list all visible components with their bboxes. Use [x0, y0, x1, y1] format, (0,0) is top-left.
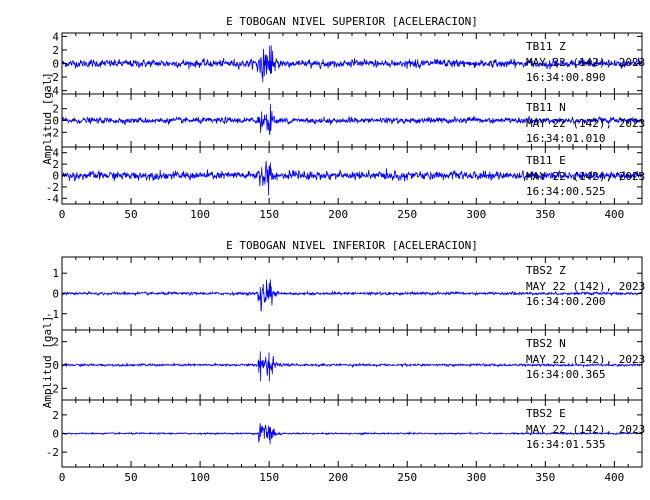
y-tick-label: 2 — [52, 409, 59, 422]
date-label: MAY 22 (142), 2023 — [526, 170, 645, 183]
x-tick-label: 50 — [124, 471, 137, 484]
x-tick-label: 150 — [259, 471, 279, 484]
y-tick-label: -2 — [46, 126, 59, 139]
station-label: TBS2 Z — [526, 264, 566, 277]
waveform-trace — [61, 160, 643, 196]
station-label: TB11 E — [526, 154, 566, 167]
x-tick-label: 250 — [397, 471, 417, 484]
x-tick-label: 400 — [604, 471, 624, 484]
x-tick-label: 100 — [190, 471, 210, 484]
y-tick-label: -2 — [46, 71, 59, 84]
station-label: TBS2 E — [526, 407, 566, 420]
x-tick-label: 400 — [604, 208, 624, 221]
waveform-trace — [61, 279, 643, 312]
y-tick-label: 4 — [52, 30, 59, 43]
x-tick-label: 350 — [535, 208, 555, 221]
station-label: TB11 Z — [526, 40, 566, 53]
y-tick-label: 0 — [52, 170, 59, 183]
panel-tb11-z: 420-2-4 TB11 Z MAY 22 (142), 2023 16:34:00.… — [46, 30, 645, 97]
time-label: 16:34:00.365 — [526, 368, 605, 381]
station-label: TB11 N — [526, 101, 566, 114]
waveform-trace — [61, 45, 643, 83]
time-label: 16:34:00.200 — [526, 295, 605, 308]
x-tick-label: 0 — [59, 471, 66, 484]
x-tick-label: 0 — [59, 208, 66, 221]
panel-tbs2-n: 2 0 -2 TBS2 N MAY 22 (142), 2023 16:34:00.365 — [46, 329, 645, 401]
y-tick-label: -4 — [46, 85, 60, 98]
waveform-trace — [61, 423, 643, 445]
date-label: MAY 22 (142), 2023 — [526, 280, 645, 293]
date-label: MAY 22 (142), 2023 — [526, 117, 645, 130]
chart-title: E TOBOGAN NIVEL INFERIOR [ACELERACION] — [226, 239, 478, 252]
y-tick-label: 2 — [52, 44, 59, 57]
waveform-trace — [61, 103, 643, 135]
y-tick-label: -2 — [46, 181, 59, 194]
time-label: 16:34:01.535 — [526, 438, 605, 451]
y-tick-label: 1 — [52, 267, 59, 280]
waveform-trace — [61, 351, 643, 382]
x-tick-label: 200 — [328, 471, 348, 484]
y-tick-label: -4 — [46, 192, 60, 205]
panel-tb11-e: 420-2-4 TB11 E MAY 22 (142), 2023 16:34:00.… — [46, 146, 645, 205]
y-tick-label: 0 — [52, 288, 59, 301]
y-tick-label: -2 — [46, 446, 59, 459]
x-tick-label: 150 — [259, 208, 279, 221]
x-tick-label: 250 — [397, 208, 417, 221]
panel-tbs2-z: 1 0 -1 TBS2 Z MAY 22 (142), 2023 16:34:00.200 — [46, 256, 645, 331]
chart-group-2: E TOBOGAN NIVEL INFERIOR [ACELERACION] Am… — [41, 239, 645, 484]
y-tick-label: 0 — [52, 359, 59, 372]
y-tick-label: 0 — [52, 115, 59, 128]
y-axis-label: Amplitud [gal] — [41, 316, 54, 409]
x-tick-label: 300 — [466, 471, 486, 484]
x-tick-label: 350 — [535, 471, 555, 484]
panel-tb11-n: 20-2 TB11 N MAY 22 (142), 2023 16:34:01.010 — [46, 93, 645, 148]
x-tick-label: 300 — [466, 208, 486, 221]
date-label: MAY 22 (142), 2023 — [526, 423, 645, 436]
date-label: MAY 22 (142), 2023 — [526, 353, 645, 366]
date-label: MAY 22 (142), 2023 — [526, 56, 645, 69]
chart-group-1: E TOBOGAN NIVEL SUPERIOR [ACELERACION] Am… — [41, 15, 645, 221]
chart-title: E TOBOGAN NIVEL SUPERIOR [ACELERACION] — [226, 15, 478, 28]
time-label: 16:34:01.010 — [526, 132, 605, 145]
y-tick-label: -1 — [46, 308, 59, 321]
time-label: 16:34:00.525 — [526, 185, 605, 198]
y-tick-label: 2 — [52, 103, 59, 116]
x-tick-label: 200 — [328, 208, 348, 221]
y-tick-label: -2 — [46, 382, 59, 395]
y-axis-label: Amplitud [gal] — [41, 72, 54, 165]
x-tick-label: 100 — [190, 208, 210, 221]
y-tick-label: 2 — [52, 336, 59, 349]
panel-tbs2-e: 2 0 -2 TBS2 E MAY 22 (142), 2023 16:34:01.535 — [46, 399, 645, 468]
y-tick-label: 0 — [52, 58, 59, 71]
time-label: 16:34:00.890 — [526, 71, 605, 84]
y-tick-label: 0 — [52, 428, 59, 441]
x-tick-label: 50 — [124, 208, 137, 221]
y-tick-label: 4 — [52, 147, 59, 160]
station-label: TBS2 N — [526, 337, 566, 350]
y-tick-label: 2 — [52, 158, 59, 171]
